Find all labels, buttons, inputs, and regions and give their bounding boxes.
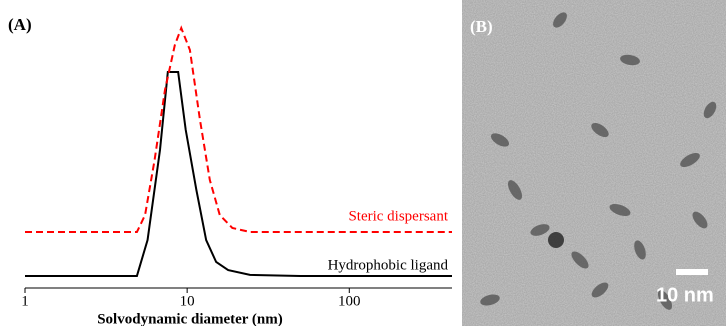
line-series: [25, 70, 452, 277]
annotation: Hydrophobic ligand: [328, 257, 449, 273]
x-tick-label: 1: [21, 293, 29, 309]
scale-bar-label: 10 nm: [656, 284, 714, 306]
panel-label: (A): [8, 15, 32, 34]
scale-bar: [676, 269, 708, 275]
annotation: Steric dispersant: [348, 208, 448, 224]
panel-label: (B): [470, 17, 493, 36]
tem-image: (B) 10 nm: [462, 0, 726, 326]
x-axis-label: Solvodynamic diameter (nm): [97, 311, 283, 326]
x-tick-label: 100: [338, 293, 361, 309]
x-tick-label: 10: [180, 293, 195, 309]
particles: [480, 12, 717, 310]
line-series: [25, 25, 452, 233]
